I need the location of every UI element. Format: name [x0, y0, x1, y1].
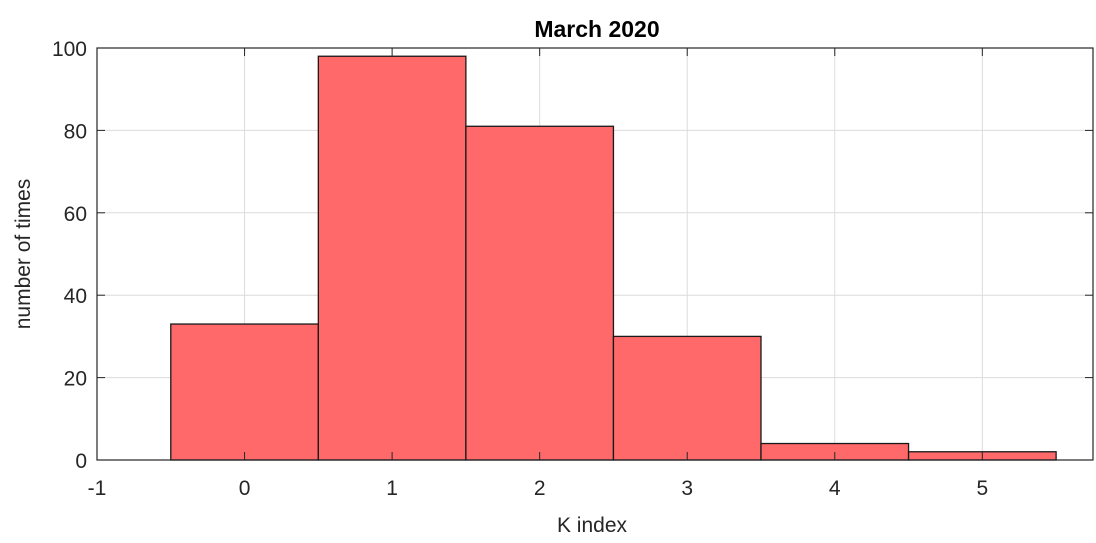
- y-tick-label: 60: [64, 203, 87, 226]
- y-tick-label: 80: [64, 120, 87, 143]
- x-tick-label: 1: [386, 477, 398, 500]
- x-tick-label: 0: [239, 477, 251, 500]
- x-tick-label: 5: [976, 477, 988, 500]
- bars: [170, 55, 1057, 461]
- x-axis-label: K index: [557, 514, 628, 537]
- y-axis-label: number of times: [12, 179, 35, 330]
- bar-k-1: [317, 55, 467, 461]
- bar-k-2: [465, 125, 615, 461]
- bar-k-3: [612, 335, 762, 461]
- y-axis-ticks: 0 20 40 60 80 100: [52, 38, 1093, 473]
- x-tick-label: 3: [681, 477, 693, 500]
- chart-title: March 2020: [534, 16, 659, 42]
- plot-area-frame: [96, 47, 1094, 461]
- y-tick-label: 40: [64, 285, 87, 308]
- x-tick-label: -1: [88, 477, 107, 500]
- x-tick-label: 2: [534, 477, 546, 500]
- x-axis-ticks: -1 0 1 2 3 4 5: [88, 48, 988, 500]
- y-tick-label: 100: [52, 38, 87, 61]
- x-tick-label: 4: [829, 477, 841, 500]
- y-tick-label: 20: [64, 368, 87, 391]
- y-tick-label: 0: [75, 450, 87, 473]
- bar-k-0: [170, 323, 319, 461]
